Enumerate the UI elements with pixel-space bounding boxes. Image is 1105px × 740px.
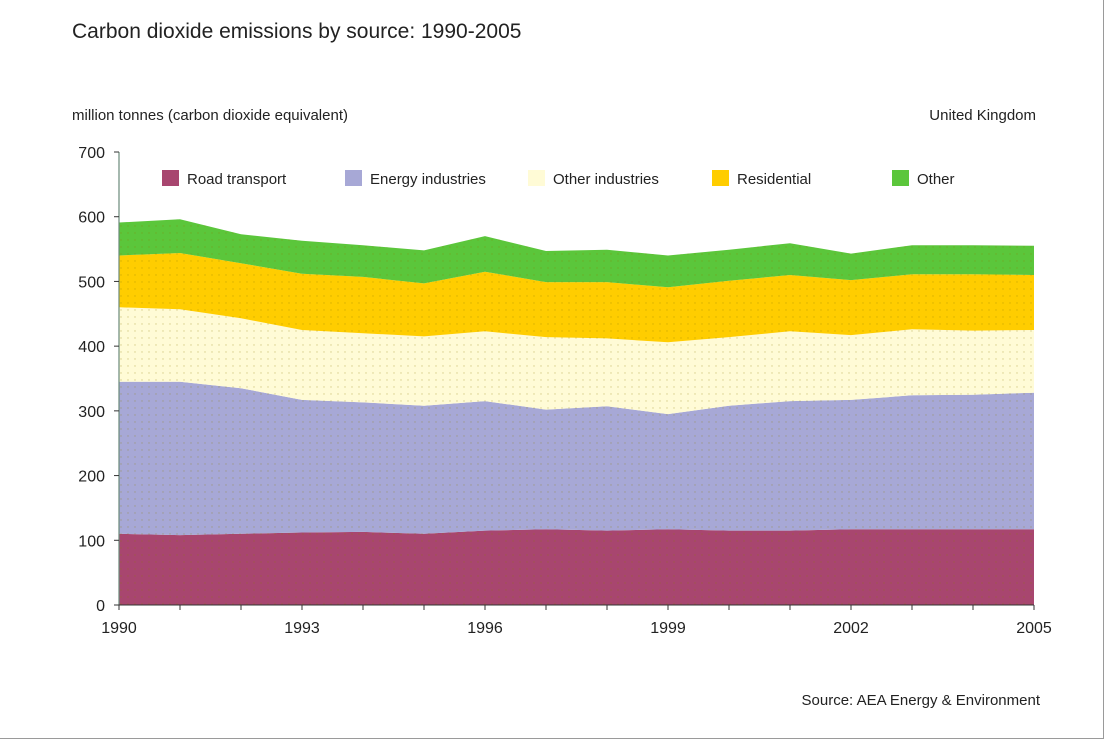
y-tick-label: 200 [78, 469, 105, 486]
y-tick-label: 0 [96, 598, 105, 615]
legend-swatch-energy-industries [345, 170, 362, 186]
area-texture-road-transport [119, 529, 1034, 605]
legend-label-residential: Residential [737, 171, 811, 188]
legend-swatch-other-industries [528, 170, 545, 186]
legend-label-road-transport: Road transport [187, 171, 287, 188]
y-tick-label: 500 [78, 274, 105, 291]
area-texture-energy-industries [119, 381, 1034, 536]
x-tick-label: 1996 [467, 620, 503, 637]
chart-title: Carbon dioxide emissions by source: 1990… [72, 20, 521, 43]
x-tick-label: 1999 [650, 620, 686, 637]
x-axis-ticks: 1990 1993 1996 1999 2002 2005 [101, 605, 1052, 637]
y-tick-label: 700 [78, 145, 105, 162]
y-tick-label: 600 [78, 210, 105, 227]
y-tick-label: 100 [78, 533, 105, 550]
source-note: Source: AEA Energy & Environment [802, 692, 1041, 709]
legend-label-other-industries: Other industries [553, 171, 659, 188]
area-texture-residential [119, 253, 1034, 343]
y-tick-label: 400 [78, 339, 105, 356]
x-tick-label: 2005 [1016, 620, 1052, 637]
legend-swatch-residential [712, 170, 729, 186]
y-axis-label: million tonnes (carbon dioxide equivalen… [72, 107, 348, 124]
legend-label-energy-industries: Energy industries [370, 171, 486, 188]
x-tick-label: 2002 [833, 620, 869, 637]
axes [118, 152, 1034, 606]
y-axis-ticks: 0 100 200 300 400 500 600 700 [78, 145, 119, 615]
y-tick-label: 300 [78, 404, 105, 421]
x-tick-label: 1993 [284, 620, 320, 637]
legend-swatch-other [892, 170, 909, 186]
area-texture-other [119, 219, 1034, 288]
region-label: United Kingdom [929, 107, 1036, 124]
legend-label-other: Other [917, 171, 955, 188]
area-layers [119, 219, 1034, 605]
area-texture-other-industries [119, 307, 1034, 415]
legend: Road transport Energy industries Other ind… [162, 170, 955, 188]
legend-swatch-road-transport [162, 170, 179, 186]
x-tick-label: 1990 [101, 620, 137, 637]
